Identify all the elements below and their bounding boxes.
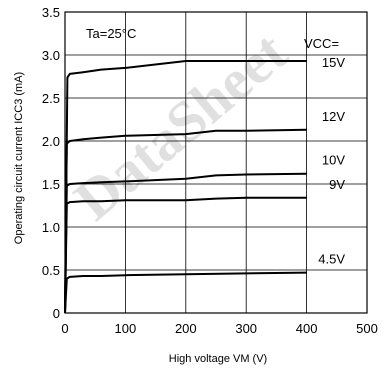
series-labels: 15V 12V 10V 9V 4.5V [318, 55, 345, 267]
series-lines [64, 60, 307, 314]
series-line-9V [64, 196, 307, 314]
series-line-4_5V [64, 271, 307, 314]
series-line-12V [64, 128, 307, 314]
series-line-15V [64, 60, 307, 314]
series-label: 10V [322, 153, 345, 168]
series-line-10V [64, 172, 307, 314]
temperature-annotation: Ta=25°C [86, 26, 136, 41]
x-tick-label: 0 [61, 321, 68, 336]
y-tick-label: 0.5 [42, 263, 60, 278]
y-axis-label: Operating circuit current ICC3 (mA) [13, 72, 25, 244]
y-tick-label: 3.0 [42, 48, 60, 63]
x-axis-label: High voltage VM (V) [169, 353, 267, 365]
x-tick-label: 100 [115, 321, 137, 336]
plot-frame [64, 11, 368, 314]
x-tick-label: 300 [235, 321, 257, 336]
y-tick-label: 2.5 [42, 91, 60, 106]
y-tick-label: 3.5 [42, 5, 60, 20]
x-tick-label: 500 [356, 321, 378, 336]
x-tick-label: 200 [175, 321, 197, 336]
y-tick-label: 1.0 [42, 220, 60, 235]
legend-title: VCC= [304, 36, 339, 51]
y-tick-labels: 0 0.5 1.0 1.5 2.0 2.5 3.0 3.5 [42, 5, 60, 321]
series-label: 12V [322, 109, 345, 124]
grid [65, 12, 367, 313]
y-tick-label: 0 [53, 306, 60, 321]
series-label: 15V [322, 55, 345, 70]
series-label: 4.5V [318, 252, 345, 267]
y-tick-label: 2.0 [42, 134, 60, 149]
series-label: 9V [329, 177, 345, 192]
x-tick-labels: 0 100 200 300 400 500 [61, 321, 377, 336]
x-tick-label: 400 [296, 321, 318, 336]
y-tick-label: 1.5 [42, 177, 60, 192]
